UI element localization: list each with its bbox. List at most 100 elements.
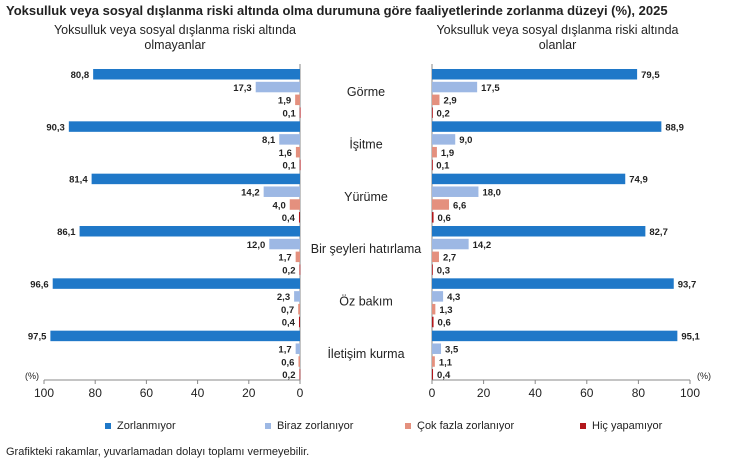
right-axis-unit: (%)	[697, 371, 711, 381]
left-tick-label: 60	[140, 386, 154, 400]
legend-swatch	[405, 423, 411, 430]
left-bar-zorlanmiyor	[50, 330, 301, 342]
left-tick-label: 80	[89, 386, 103, 400]
category-label: İletişim kurma	[327, 347, 404, 361]
right-subtitle-line1: Yoksulluk veya sosyal dışlanma riski alt…	[436, 23, 679, 37]
left-bar-cok-fazla-zorlaniyor	[298, 356, 300, 367]
left-subtitle-line2: olmayanlar	[144, 38, 206, 52]
left-bar-cok-fazla-zorlaniyor	[295, 146, 300, 158]
left-value-label: 90,3	[46, 122, 65, 133]
left-value-label: 14,2	[241, 187, 260, 198]
right-bar-cok-fazla-zorlaniyor	[432, 251, 439, 263]
left-bar-hic-yapamiyor	[299, 369, 301, 380]
right-tick-label: 80	[632, 386, 646, 400]
left-tick-label: 100	[34, 386, 54, 400]
left-bar-cok-fazla-zorlaniyor	[295, 251, 300, 263]
right-value-label: 9,0	[459, 135, 472, 146]
left-value-label: 0,1	[283, 108, 297, 119]
right-tick-label: 20	[477, 386, 491, 400]
left-tick-label: 0	[297, 386, 304, 400]
left-value-label: 1,7	[278, 253, 291, 264]
footnote: Grafikteki rakamlar, yuvarlamadan dolayı…	[6, 446, 310, 458]
left-value-label: 80,8	[71, 70, 90, 81]
left-bar-cok-fazla-zorlaniyor	[295, 94, 300, 106]
left-value-label: 81,4	[69, 175, 88, 186]
right-bar-cok-fazla-zorlaniyor	[432, 94, 440, 106]
left-bar-hic-yapamiyor	[299, 159, 301, 171]
right-bar-zorlanmiyor	[432, 330, 678, 342]
right-bar-hic-yapamiyor	[432, 159, 433, 171]
left-bar-zorlanmiyor	[52, 278, 301, 289]
right-value-label: 6,6	[453, 200, 466, 211]
legend-label: Hiç yapamıyor	[592, 420, 663, 432]
right-tick-label: 60	[580, 386, 594, 400]
right-bar-zorlanmiyor	[432, 69, 638, 80]
left-bar-hic-yapamiyor	[298, 316, 300, 328]
right-bar-hic-yapamiyor	[432, 369, 434, 380]
right-panel-subtitle: Yoksulluk veya sosyal dışlanma riski alt…	[425, 23, 690, 53]
left-tick-label: 40	[191, 386, 205, 400]
legend-label: Biraz zorlanıyor	[277, 420, 354, 432]
left-value-label: 17,3	[233, 83, 252, 94]
left-tick-label: 20	[242, 386, 256, 400]
left-subtitle-line1: Yoksulluk veya sosyal dışlanma riski alt…	[53, 23, 297, 37]
right-bar-hic-yapamiyor	[432, 107, 433, 118]
left-bar-biraz-zorlaniyor	[294, 291, 300, 302]
left-panel-subtitle: Yoksulluk veya sosyal dışlanma riski alt…	[30, 23, 320, 53]
left-value-label: 97,5	[28, 332, 47, 343]
right-value-label: 2,9	[443, 96, 456, 107]
right-bar-biraz-zorlaniyor	[432, 134, 456, 145]
left-bar-zorlanmiyor	[91, 173, 300, 185]
left-value-label: 2,3	[277, 292, 290, 303]
right-bar-biraz-zorlaniyor	[432, 186, 479, 197]
left-bar-zorlanmiyor	[93, 69, 300, 80]
right-value-label: 79,5	[641, 70, 660, 81]
right-bar-cok-fazla-zorlaniyor	[432, 146, 437, 158]
right-value-label: 17,5	[481, 83, 500, 94]
left-value-label: 0,7	[281, 305, 294, 316]
left-value-label: 0,6	[281, 357, 294, 368]
right-bar-biraz-zorlaniyor	[432, 238, 469, 250]
left-value-label: 96,6	[30, 279, 49, 290]
right-value-label: 1,3	[439, 305, 452, 316]
left-bar-hic-yapamiyor	[298, 212, 300, 223]
legend-swatch	[105, 423, 111, 430]
legend-item-cok-fazla-zorlaniyor: Çok fazla zorlanıyor	[405, 420, 514, 432]
left-value-label: 0,4	[282, 318, 296, 329]
left-value-label: 1,9	[278, 96, 291, 107]
right-value-label: 3,5	[445, 344, 459, 355]
left-axis-unit: (%)	[25, 371, 39, 381]
left-bar-biraz-zorlaniyor	[263, 186, 300, 197]
left-bar-biraz-zorlaniyor	[269, 238, 300, 250]
right-bar-cok-fazla-zorlaniyor	[432, 303, 436, 315]
legend-item-biraz-zorlaniyor: Biraz zorlanıyor	[265, 420, 353, 432]
left-value-label: 0,1	[283, 161, 297, 172]
left-value-label: 1,6	[279, 148, 292, 159]
right-bar-biraz-zorlaniyor	[432, 291, 444, 302]
legend-label: Zorlanmıyor	[117, 420, 176, 432]
right-bar-hic-yapamiyor	[432, 212, 434, 223]
right-value-label: 0,6	[438, 213, 451, 224]
left-value-label: 1,7	[278, 344, 291, 355]
left-bar-hic-yapamiyor	[299, 264, 301, 275]
right-value-label: 4,3	[447, 292, 460, 303]
right-value-label: 0,3	[437, 265, 450, 276]
legend-item-zorlanmiyor: Zorlanmıyor	[105, 420, 176, 432]
right-bar-cok-fazla-zorlaniyor	[432, 199, 450, 210]
category-label: İşitme	[349, 138, 382, 152]
right-bar-cok-fazla-zorlaniyor	[432, 356, 435, 367]
left-bar-zorlanmiyor	[79, 226, 300, 237]
right-tick-label: 100	[680, 386, 700, 400]
right-tick-label: 40	[529, 386, 543, 400]
right-value-label: 95,1	[681, 332, 700, 343]
right-subtitle-line2: olanlar	[538, 38, 577, 52]
right-value-label: 82,7	[649, 227, 668, 238]
left-value-label: 8,1	[262, 135, 276, 146]
left-bar-biraz-zorlaniyor	[279, 134, 300, 145]
right-bar-biraz-zorlaniyor	[432, 81, 478, 93]
category-label: Yürüme	[344, 190, 388, 204]
left-value-label: 12,0	[247, 240, 266, 251]
left-value-label: 0,2	[282, 265, 295, 276]
right-value-label: 74,9	[629, 175, 648, 186]
